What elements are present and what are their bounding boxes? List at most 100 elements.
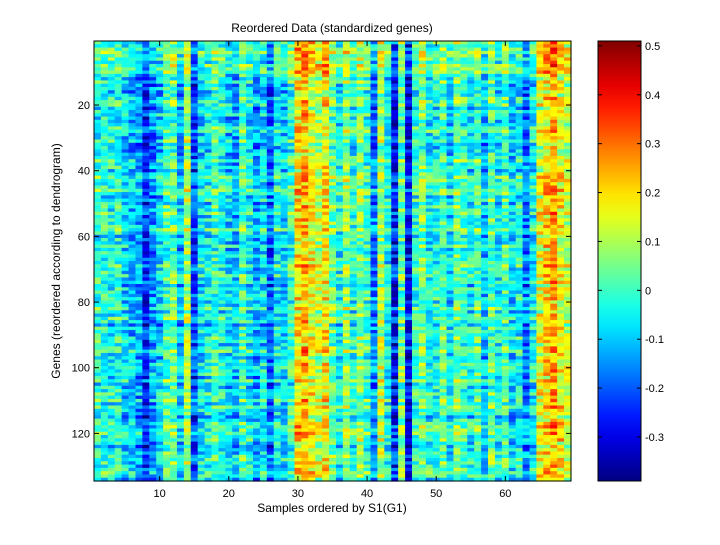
heatmap-cell	[114, 60, 123, 65]
heatmap-cell	[218, 395, 226, 400]
heatmap-cell	[225, 201, 233, 206]
heatmap-cell	[218, 280, 226, 285]
heatmap-cell	[100, 198, 109, 203]
heatmap-cell	[94, 238, 102, 242]
heatmap-cell	[156, 67, 164, 72]
heatmap-cell	[232, 359, 240, 364]
heatmap-cell	[183, 343, 192, 347]
heatmap-cell	[197, 185, 206, 190]
heatmap-cell	[100, 283, 109, 288]
heatmap-cell	[100, 343, 109, 347]
heatmap-cell	[239, 149, 247, 154]
heatmap-cell	[135, 50, 143, 55]
heatmap-cell	[100, 60, 109, 65]
heatmap-cell	[107, 132, 116, 137]
heatmap-cell	[204, 96, 213, 101]
heatmap-cell	[94, 471, 102, 476]
heatmap-cell	[135, 44, 143, 49]
heatmap-cell	[170, 175, 178, 180]
heatmap-cell	[197, 44, 206, 49]
heatmap-cell	[197, 326, 206, 331]
heatmap-cell	[183, 149, 192, 154]
heatmap-cell	[107, 169, 116, 173]
heatmap-cell	[135, 57, 143, 62]
heatmap-cell	[135, 73, 143, 78]
heatmap-cell	[128, 119, 137, 124]
heatmap-cell	[114, 86, 123, 91]
heatmap-cell	[239, 142, 247, 147]
heatmap-cell	[128, 352, 137, 357]
heatmap-cell	[135, 267, 143, 272]
heatmap-cell	[211, 454, 220, 459]
heatmap-cell	[190, 149, 199, 154]
heatmap-cell	[163, 257, 171, 262]
heatmap-cell	[121, 257, 130, 262]
heatmap-cell	[142, 372, 150, 377]
heatmap-cell	[183, 234, 192, 239]
heatmap-cell	[94, 435, 102, 439]
heatmap-cell	[107, 313, 116, 318]
heatmap-cell	[107, 274, 116, 279]
heatmap-cell	[204, 458, 213, 462]
heatmap-cell	[100, 41, 109, 45]
heatmap-cell	[183, 323, 192, 328]
heatmap-cell	[107, 306, 116, 311]
heatmap-cell	[211, 277, 220, 282]
heatmap-cell	[183, 132, 192, 137]
heatmap-cell	[156, 146, 164, 150]
heatmap-cell	[107, 389, 116, 393]
heatmap-cell	[156, 192, 164, 196]
heatmap-cell	[94, 270, 102, 275]
heatmap-cell	[218, 208, 226, 213]
heatmap-cell	[190, 270, 199, 275]
heatmap-cell	[239, 438, 247, 443]
heatmap-cell	[225, 467, 233, 472]
heatmap-cell	[170, 215, 178, 219]
heatmap-cell	[100, 142, 109, 147]
heatmap-cell	[239, 155, 247, 160]
heatmap-cell	[142, 54, 150, 59]
heatmap-cell	[107, 224, 116, 229]
heatmap-cell	[170, 165, 178, 170]
heatmap-cell	[163, 379, 171, 384]
heatmap-cell	[149, 441, 157, 446]
heatmap-cell	[107, 343, 116, 347]
heatmap-cell	[204, 192, 213, 196]
heatmap-cell	[197, 123, 206, 127]
heatmap-cell	[211, 178, 220, 183]
heatmap-cell	[156, 425, 164, 430]
heatmap-cell	[107, 106, 116, 111]
heatmap-cell	[163, 293, 171, 298]
heatmap-cell	[128, 218, 137, 223]
heatmap-cell	[163, 83, 171, 88]
heatmap-cell	[225, 290, 233, 295]
heatmap-cell	[170, 448, 178, 453]
heatmap-cell	[176, 57, 185, 62]
heatmap-cell	[107, 267, 116, 272]
heatmap-cell	[114, 100, 123, 104]
heatmap-cell	[218, 136, 226, 141]
heatmap-cell	[121, 277, 130, 282]
heatmap-cell	[183, 57, 192, 62]
heatmap-cell	[149, 63, 157, 68]
heatmap-cell	[204, 149, 213, 154]
heatmap-cell	[211, 103, 220, 108]
heatmap-cell	[149, 169, 157, 173]
heatmap-cell	[225, 132, 233, 137]
heatmap-cell	[225, 267, 233, 272]
heatmap-cell	[121, 366, 130, 370]
heatmap-cell	[156, 57, 164, 62]
heatmap-cell	[190, 54, 199, 59]
heatmap-cell	[121, 405, 130, 410]
heatmap-cell	[128, 251, 137, 256]
heatmap-cell	[183, 129, 192, 134]
heatmap-cell	[142, 86, 150, 91]
heatmap-cell	[107, 162, 116, 167]
heatmap-cell	[176, 346, 185, 351]
heatmap-cell	[204, 382, 213, 387]
heatmap-cell	[176, 103, 185, 108]
heatmap-cell	[204, 464, 213, 469]
heatmap-cell	[114, 96, 123, 101]
heatmap-cell	[142, 231, 150, 236]
heatmap-cell	[135, 290, 143, 295]
